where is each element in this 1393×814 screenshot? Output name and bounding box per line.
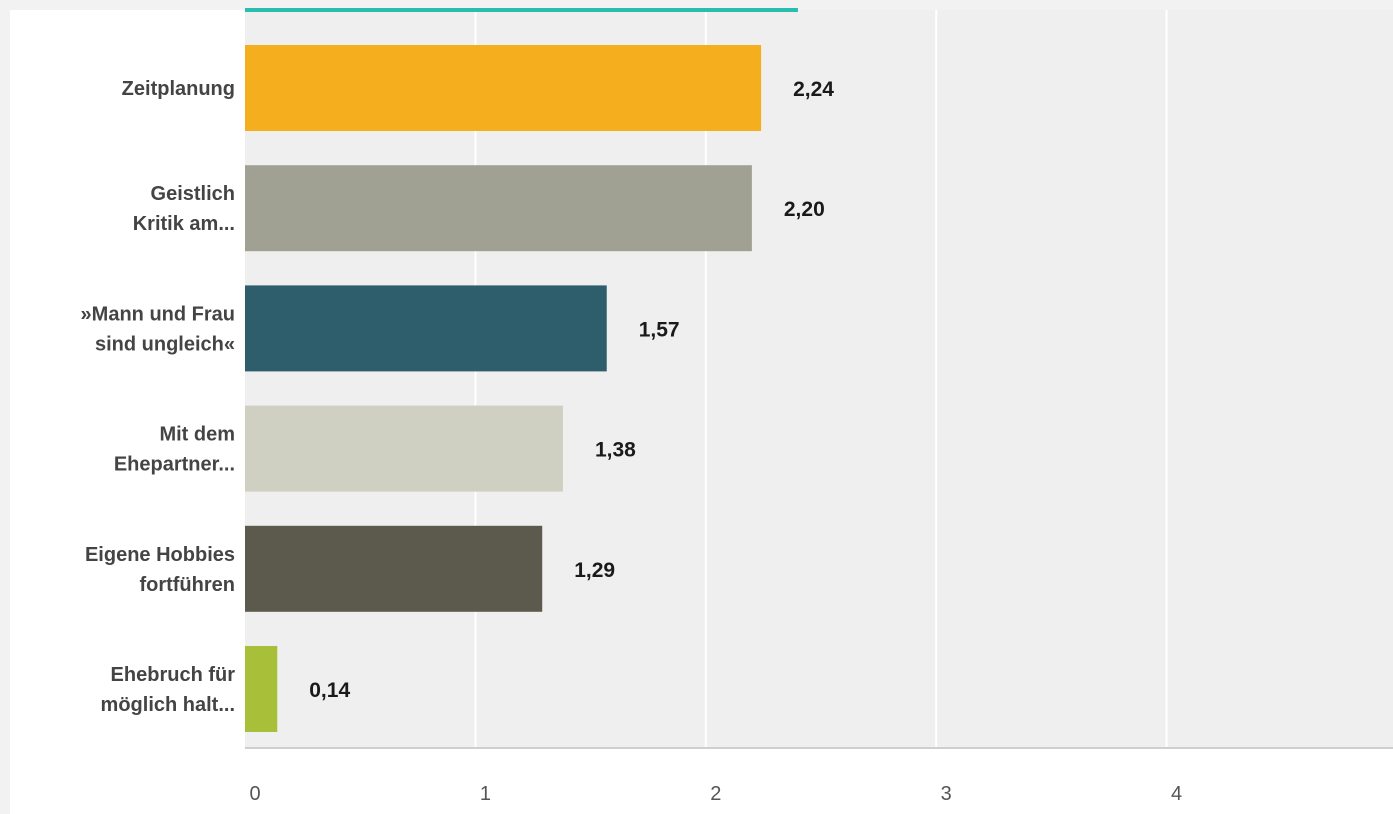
bar xyxy=(245,525,543,612)
category-label: Geistlich xyxy=(151,183,235,205)
x-tick-label: 1 xyxy=(480,783,491,805)
value-label: 2,20 xyxy=(784,198,825,221)
category-label: sind ungleich« xyxy=(95,333,235,355)
category-label: Ehepartner... xyxy=(114,454,235,476)
category-labels: Zeitplanung Geistlich Kritik am... »Mann un… xyxy=(81,78,236,716)
category-label: fortführen xyxy=(139,574,235,596)
bar xyxy=(245,165,752,252)
category-label: Kritik am... xyxy=(133,213,235,235)
x-tick-label: 3 xyxy=(941,783,952,805)
x-tick-label: 4 xyxy=(1171,783,1182,805)
value-label: 0,14 xyxy=(309,679,350,702)
value-label: 2,24 xyxy=(793,78,834,101)
bar xyxy=(245,285,607,372)
category-label: »Mann und Frau xyxy=(81,303,235,325)
category-label: Eigene Hobbies xyxy=(85,544,235,566)
category-label: Ehebruch für xyxy=(111,664,236,686)
x-tick-labels: 012345 xyxy=(249,783,1182,805)
value-labels: 2,24 2,20 1,57 1,38 1,29 0,14 xyxy=(309,78,834,702)
bar xyxy=(245,45,762,131)
category-label: Mit dem xyxy=(159,424,235,446)
x-tick-label: 2 xyxy=(710,783,721,805)
value-label: 1,38 xyxy=(595,439,636,462)
value-label: 1,57 xyxy=(639,318,680,341)
value-label: 1,29 xyxy=(574,559,615,582)
category-label: möglich halt... xyxy=(101,694,235,716)
x-tick-label: 0 xyxy=(249,783,260,805)
bar xyxy=(245,646,278,732)
bar xyxy=(245,405,563,492)
plot-area xyxy=(245,10,1393,748)
gridlines xyxy=(474,10,1168,748)
bar-partial xyxy=(245,8,798,12)
category-label: Zeitplanung xyxy=(122,78,235,100)
bars xyxy=(245,8,798,732)
